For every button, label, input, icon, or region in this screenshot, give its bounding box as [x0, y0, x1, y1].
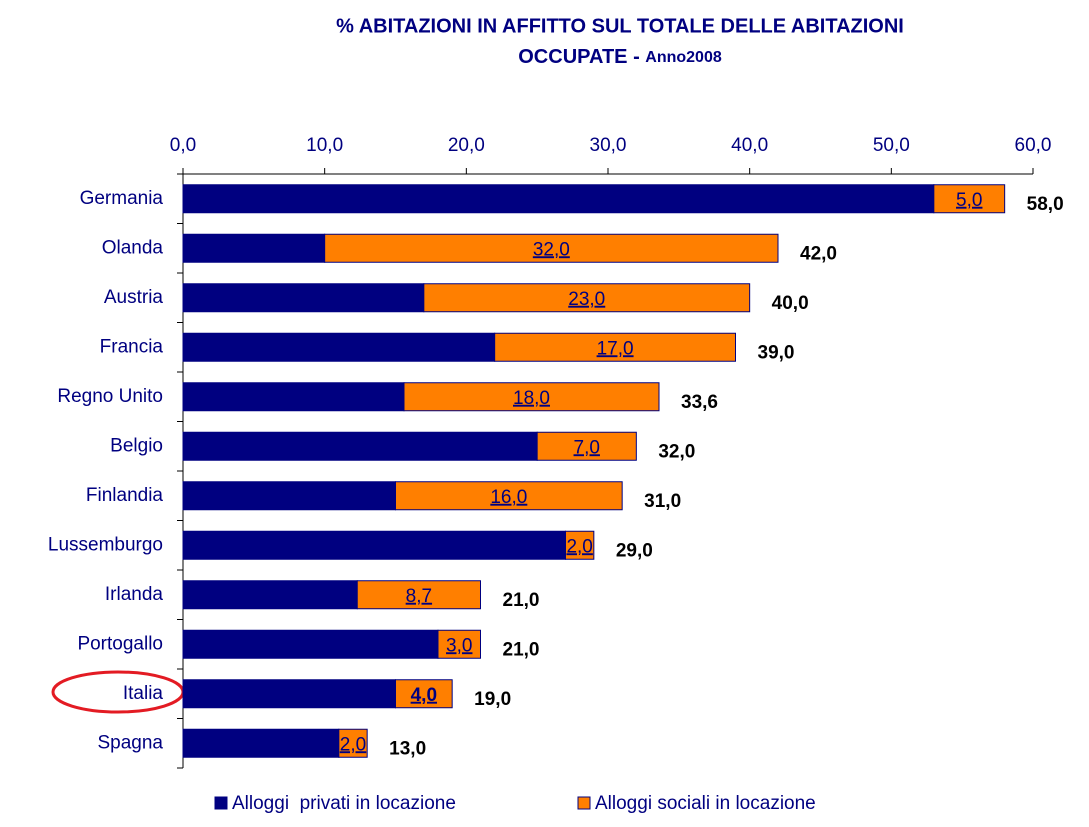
legend-swatch	[577, 796, 591, 810]
chart-title-line: OCCUPATE - Anno2008	[518, 46, 722, 68]
total-label: 33,6	[681, 392, 718, 413]
data-label: 32,0	[533, 239, 570, 260]
bar-segment	[182, 233, 326, 263]
data-label: 18,0	[513, 388, 550, 409]
data-label: 17,0	[597, 338, 634, 359]
chart-title: % ABITAZIONI IN AFFITTO SUL TOTALE DELLE…	[336, 15, 904, 37]
x-tick-label: 0,0	[170, 135, 196, 156]
y-tick-label: Olanda	[102, 237, 164, 258]
bar-segment	[182, 728, 340, 758]
bar-segment	[182, 184, 935, 214]
bar-segment	[356, 580, 481, 610]
total-label: 13,0	[389, 738, 426, 759]
data-label: 5,0	[956, 190, 982, 211]
x-tick-label: 10,0	[306, 135, 343, 156]
total-label: 31,0	[644, 491, 681, 512]
bar-segment	[182, 332, 496, 362]
bar-segment	[182, 431, 538, 461]
data-label: 7,0	[574, 437, 600, 458]
data-label: 3,0	[446, 635, 472, 656]
bar-segment	[437, 629, 481, 659]
y-tick-label: Portogallo	[77, 633, 163, 654]
y-tick-label: Regno Unito	[57, 386, 163, 407]
x-tick-label: 30,0	[590, 135, 627, 156]
bar-segment	[338, 728, 368, 758]
bar-segment	[324, 233, 779, 263]
bar-segment	[182, 580, 358, 610]
x-tick-label: 50,0	[873, 135, 910, 156]
bar-segment	[182, 530, 566, 560]
data-label: 16,0	[490, 487, 527, 508]
x-tick-label: 40,0	[731, 135, 768, 156]
total-label: 29,0	[616, 540, 653, 561]
y-tick-label: Germania	[80, 188, 164, 209]
x-tick-label: 60,0	[1015, 135, 1052, 156]
y-tick-label: Spagna	[97, 732, 163, 753]
data-label: 4,0	[411, 685, 437, 706]
bar-segment	[494, 332, 736, 362]
bar-segment	[565, 530, 595, 560]
total-label: 58,0	[1027, 194, 1064, 215]
y-tick-label: Irlanda	[105, 584, 164, 605]
bar-segment	[536, 431, 637, 461]
data-label: 2,0	[340, 734, 366, 755]
bar-segment	[182, 283, 425, 313]
bar-segment	[403, 382, 660, 412]
x-tick-label: 20,0	[448, 135, 485, 156]
chart-subtitle: Anno2008	[645, 49, 722, 66]
highlight-ellipse	[51, 670, 185, 714]
bar-segment	[423, 283, 751, 313]
y-tick-label: Italia	[123, 683, 164, 704]
bar-segment	[182, 629, 439, 659]
bar-segment	[182, 481, 396, 511]
legend-label: Alloggi sociali in locazione	[595, 793, 816, 814]
legend-swatch	[214, 796, 228, 810]
bar-segment	[395, 481, 623, 511]
data-label: 2,0	[566, 536, 592, 557]
y-tick-label: Austria	[104, 287, 164, 308]
bar-segment	[933, 184, 1006, 214]
y-tick-label: Francia	[100, 336, 164, 357]
total-label: 21,0	[503, 590, 540, 611]
data-label: 8,7	[406, 586, 432, 607]
y-tick-label: Belgio	[110, 435, 163, 456]
y-tick-label: Finlandia	[86, 485, 164, 506]
total-label: 39,0	[758, 342, 795, 363]
chart-title: OCCUPATE -	[518, 46, 645, 68]
bar-segment	[182, 382, 405, 412]
bar-segment	[395, 679, 453, 709]
total-label: 21,0	[503, 639, 540, 660]
legend-label: Alloggi privati in locazione	[232, 793, 456, 814]
total-label: 42,0	[800, 243, 837, 264]
total-label: 32,0	[658, 441, 695, 462]
total-label: 19,0	[474, 689, 511, 710]
total-label: 40,0	[772, 293, 809, 314]
y-tick-label: Lussemburgo	[48, 534, 163, 555]
bar-segment	[182, 679, 396, 709]
data-label: 23,0	[568, 289, 605, 310]
